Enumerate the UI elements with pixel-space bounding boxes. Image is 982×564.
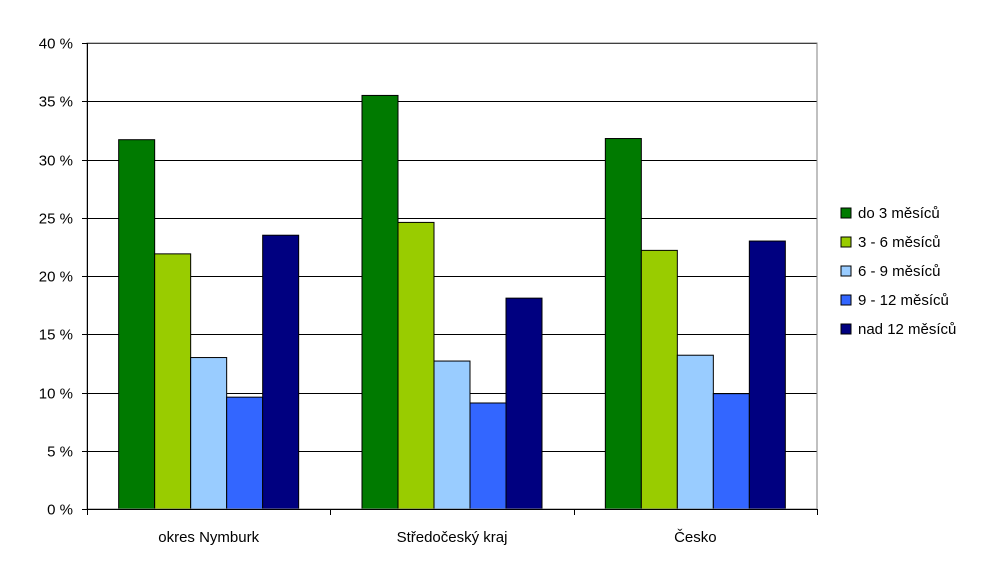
legend-swatch [840,294,852,306]
bar [505,297,543,510]
bar [469,402,507,510]
legend-swatch [840,207,852,219]
bar [433,360,471,510]
y-axis-tick-labels: 0 % 5 % 10 % 15 % 20 % 25 % 30 % 35 % 40 % [39,36,73,519]
x-category-label: okres Nymburk [158,529,259,546]
y-tick-label: 40 % [39,36,73,53]
legend-label: do 3 měsíců [858,205,940,222]
legend-swatch [840,265,852,277]
bar [262,234,300,510]
bar [154,253,192,510]
y-tick-label: 15 % [39,327,73,344]
bar [226,396,264,510]
bar [190,357,228,510]
bar [397,221,435,510]
y-tick-label: 0 % [47,502,73,519]
x-category-label: Česko [674,529,717,546]
bar [118,139,156,510]
legend-label: nad 12 měsíců [858,321,956,338]
bar [748,240,786,510]
bar [712,393,750,510]
bar [604,138,642,510]
legend-label: 9 - 12 měsíců [858,292,949,309]
legend: do 3 měsíců 3 - 6 měsíců 6 - 9 měsíců 9 - 1… [840,205,956,338]
y-tick-label: 30 % [39,153,73,170]
x-category-label: Středočeský kraj [397,529,508,546]
legend-swatch [840,323,852,335]
legend-label: 6 - 9 měsíců [858,263,941,280]
legend-label: 3 - 6 měsíců [858,234,941,251]
bars [118,94,786,510]
bar [676,354,714,510]
bar [361,94,399,510]
y-tick-label: 20 % [39,269,73,286]
y-tick-label: 35 % [39,94,73,111]
y-tick-label: 5 % [47,444,73,461]
axes [82,42,818,515]
legend-swatch [840,236,852,248]
y-tick-label: 10 % [39,386,73,403]
bar [640,249,678,510]
y-tick-label: 25 % [39,211,73,228]
x-axis-category-labels: okres Nymburk Středočeský kraj Česko [158,529,716,546]
